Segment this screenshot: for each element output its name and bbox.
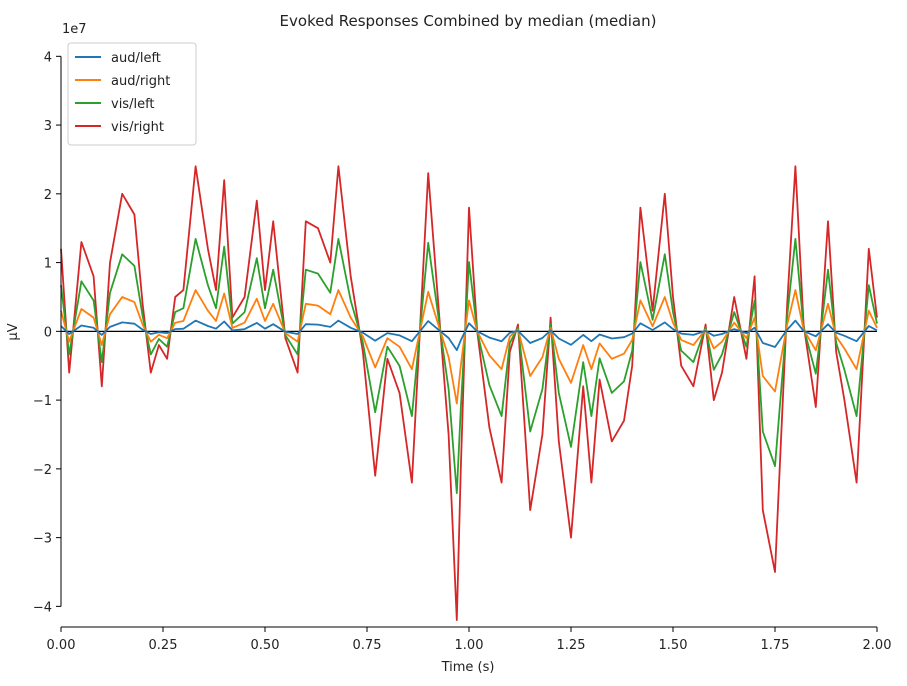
legend-label: vis/left [111,97,155,112]
legend-frame [67,42,197,146]
x-tick-label: 2.00 [863,638,892,653]
y-axis-label: µV [6,323,21,340]
y-tick-label: 0 [44,325,52,340]
series-line-aud-right [60,289,878,405]
legend: aud/left aud/right vis/left vis/right [67,42,197,146]
x-tick-label: 1.00 [455,638,484,653]
series-layer [60,165,878,621]
legend-label: aud/left [111,51,161,66]
x-tick-label: 1.25 [557,638,586,653]
y-tick-label: 1 [44,257,52,272]
y-tick-label: 2 [44,188,52,203]
x-tick-label: 1.50 [659,638,688,653]
y-tick-label: 4 [44,50,52,65]
chart-title: Evoked Responses Combined by median (med… [280,12,657,30]
y-tick-label: −2 [33,463,52,478]
y-tick-label: −1 [33,394,52,409]
y-scale-multiplier: 1e7 [62,22,87,37]
series-line-aud-left [60,319,878,352]
series-line-vis-left [60,237,878,495]
x-tick-label: 0.25 [149,638,178,653]
x-axis-label: Time (s) [441,660,495,675]
x-axis-ticks: 0.00 0.25 0.50 0.75 1.00 1.25 1.50 1.75 2.00 [47,627,892,653]
x-tick-label: 0.00 [47,638,76,653]
y-tick-label: −4 [33,600,52,615]
legend-label: aud/right [111,74,170,89]
y-tick-label: 3 [44,119,52,134]
legend-label: vis/right [111,120,164,135]
x-tick-label: 0.75 [353,638,382,653]
series-line-vis-right [60,165,878,621]
x-tick-label: 0.50 [251,638,280,653]
y-axis-ticks: −4 −3 −2 −1 0 1 2 3 4 [33,50,61,615]
y-tick-label: −3 [33,532,52,547]
x-tick-label: 1.75 [761,638,790,653]
